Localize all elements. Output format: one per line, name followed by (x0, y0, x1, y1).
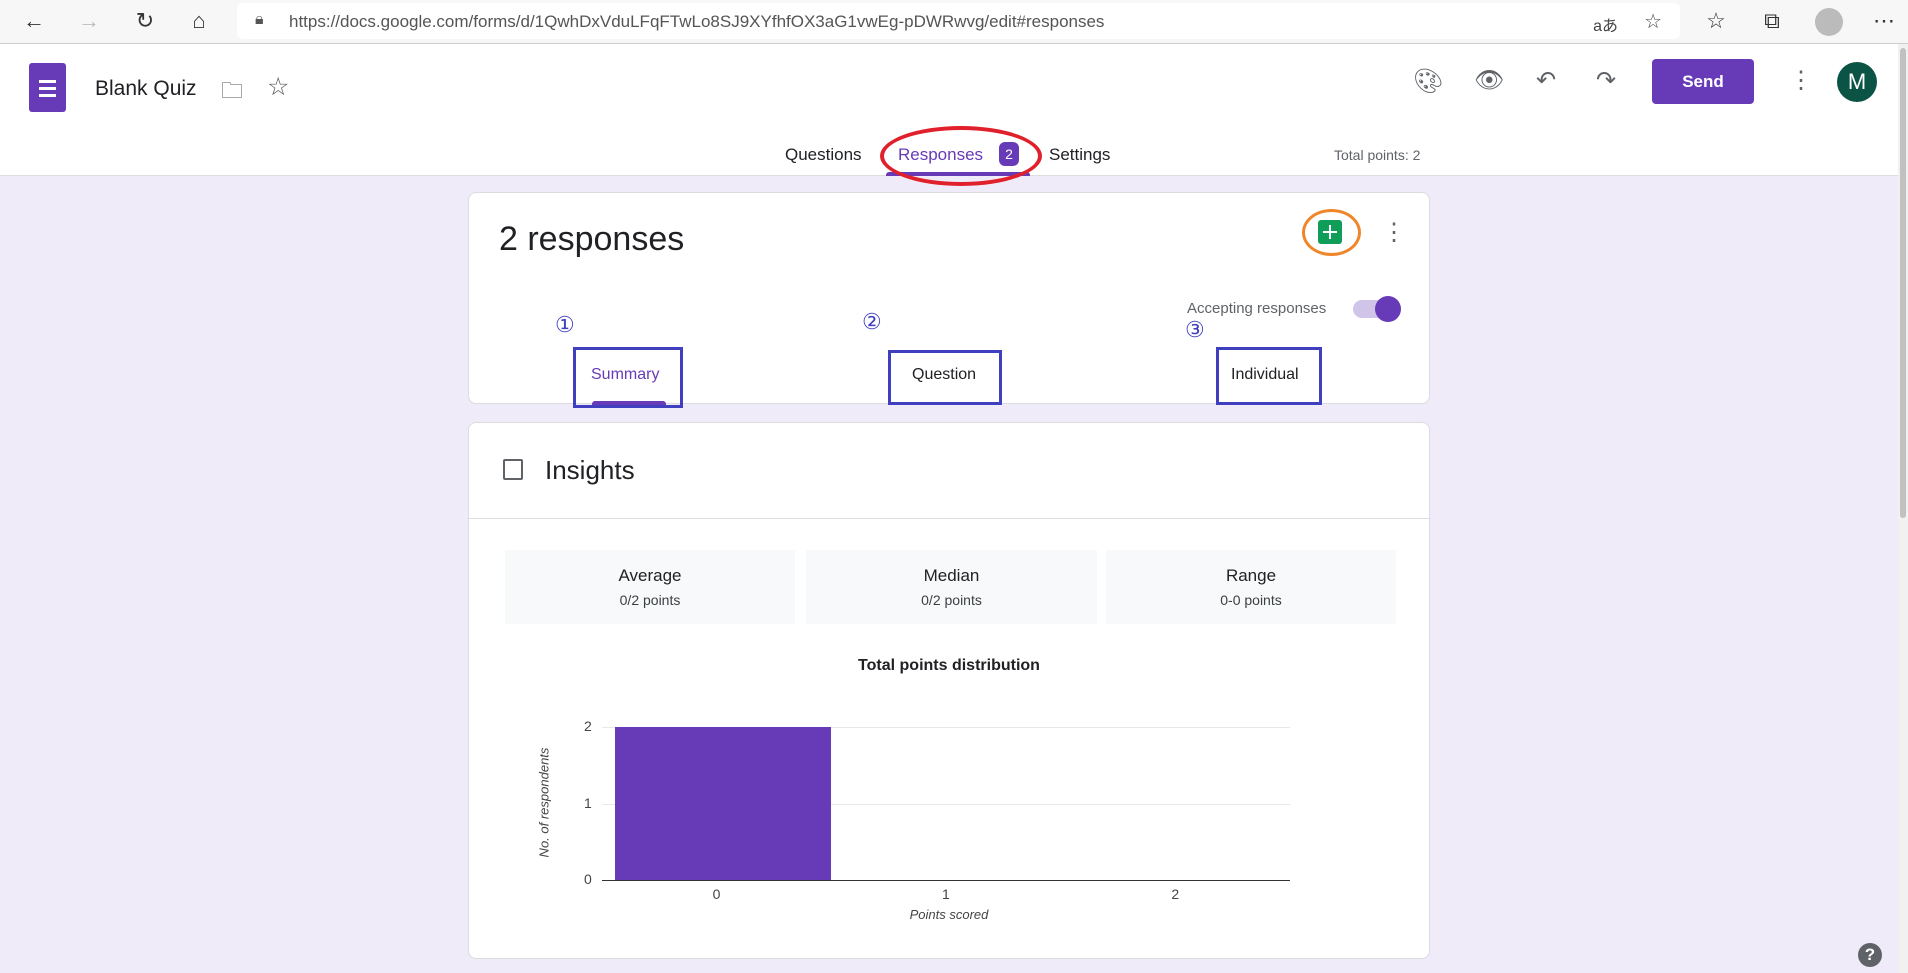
x-axis-label: Points scored (909, 907, 989, 922)
gridline (602, 803, 1290, 805)
scrollbar[interactable] (1898, 44, 1908, 973)
collections-icon[interactable]: ⧉ (1764, 8, 1780, 33)
annotation-1: ① (555, 312, 575, 337)
x-tick-label: 2 (1171, 886, 1180, 902)
tab-questions[interactable]: Questions (785, 145, 862, 164)
palette-icon[interactable]: 🎨︎ (1413, 68, 1444, 95)
reload-icon[interactable]: ↻ (135, 8, 155, 33)
insights-chart-icon (503, 459, 523, 480)
stat-range: Range 0-0 points (1106, 550, 1396, 624)
more-icon[interactable]: ⋯ (1873, 8, 1895, 33)
orange-annotation-circle (1302, 209, 1361, 256)
stat-average: Average 0/2 points (505, 550, 795, 624)
annotation-box-summary (573, 347, 683, 408)
undo-icon[interactable]: ↶ (1536, 67, 1557, 94)
annotation-box-question (888, 350, 1002, 405)
subtab-individual[interactable]: Individual (1231, 366, 1299, 383)
divider (469, 518, 1429, 519)
red-annotation-circle (880, 126, 1042, 186)
send-button[interactable]: Send (1652, 59, 1754, 104)
total-points: Total points: 2 (1334, 147, 1421, 163)
subtab-question[interactable]: Question (912, 366, 977, 383)
responses-title: 2 responses (499, 220, 685, 258)
insights-title: Insights (545, 455, 635, 485)
forms-logo-icon[interactable] (29, 63, 66, 112)
y-tick-label: 2 (584, 718, 592, 734)
accepting-responses-toggle[interactable] (1353, 296, 1401, 322)
browser-toolbar: ← → ↻ ⌂ 🔒︎ https://docs.google.com/forms… (0, 0, 1908, 44)
x-tick-label: 1 (942, 886, 950, 902)
home-icon[interactable]: ⌂ (192, 8, 206, 33)
back-icon[interactable]: ← (23, 8, 45, 33)
subtab-summary[interactable]: Summary (591, 366, 660, 383)
annotation-box-individual (1216, 347, 1322, 405)
y-tick-label: 0 (584, 871, 592, 887)
insights-card (468, 422, 1430, 959)
favorites-icon[interactable]: ☆ (1706, 8, 1726, 33)
folder-icon[interactable]: 🗀︎ (221, 78, 244, 103)
stat-median: Median 0/2 points (806, 550, 1097, 624)
y-axis-label: No. of respondents (536, 747, 552, 858)
url-text: https://docs.google.com/forms/d/1QwhDxVd… (289, 12, 1105, 31)
add-favorite-icon[interactable]: ☆ (1644, 11, 1662, 33)
annotation-3: ③ (1185, 317, 1205, 342)
avatar[interactable]: M (1837, 62, 1877, 102)
forward-icon[interactable]: → (78, 8, 100, 33)
gridline (602, 727, 1290, 728)
x-tick-label: 0 (712, 886, 721, 902)
accepting-responses-label: Accepting responses (1187, 300, 1327, 317)
more-vert-icon[interactable]: ⋮ (1789, 67, 1813, 94)
gridline (602, 880, 1290, 881)
form-title[interactable]: Blank Quiz (95, 77, 197, 100)
star-icon[interactable]: ☆ (267, 73, 290, 101)
chart-title: Total points distribution (858, 657, 1040, 674)
address-bar[interactable]: 🔒︎ https://docs.google.com/forms/d/1QwhD… (237, 3, 1680, 39)
preview-eye-icon[interactable]: 👁︎ (1474, 67, 1505, 94)
annotation-2: ② (862, 309, 882, 334)
summary-indicator (592, 401, 666, 405)
y-tick-label: 1 (584, 794, 592, 811)
bar-0[interactable] (615, 727, 832, 880)
lock-icon[interactable]: 🔒︎ (255, 11, 264, 28)
tab-settings[interactable]: Settings (1049, 145, 1111, 164)
more-vert-icon[interactable]: ⋮ (1382, 219, 1406, 246)
redo-icon[interactable]: ↷ (1596, 67, 1617, 94)
profile-icon[interactable] (1815, 8, 1843, 36)
translate-icon[interactable]: aあ (1593, 18, 1618, 35)
help-icon[interactable]: ? (1858, 943, 1882, 967)
